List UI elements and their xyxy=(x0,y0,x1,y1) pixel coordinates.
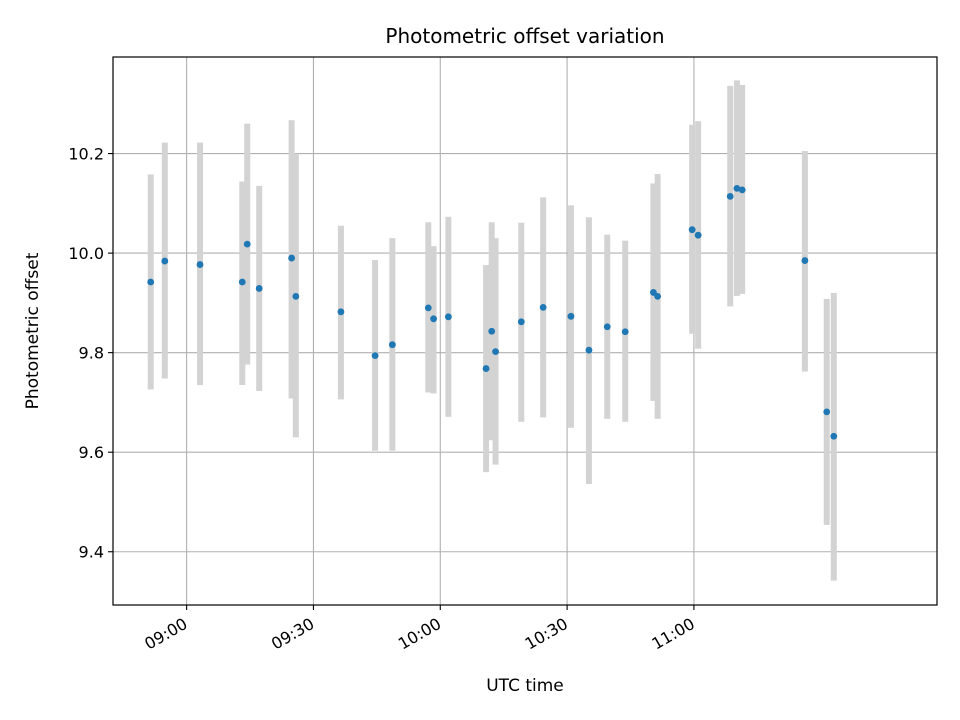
data-point xyxy=(726,192,734,200)
data-point xyxy=(567,312,575,320)
data-point xyxy=(688,226,696,234)
x-axis-label: UTC time xyxy=(486,676,564,696)
data-point xyxy=(654,293,662,300)
y-tick-label: 10.2 xyxy=(68,145,104,164)
data-point xyxy=(801,257,809,264)
data-point xyxy=(517,318,525,326)
data-point xyxy=(539,303,547,311)
y-tick-label: 9.6 xyxy=(79,443,104,462)
data-point xyxy=(482,365,490,372)
data-point xyxy=(650,289,657,296)
data-point xyxy=(337,308,345,316)
data-point xyxy=(823,408,831,416)
data-point xyxy=(371,352,379,360)
data-point xyxy=(288,254,296,262)
data-point xyxy=(292,293,300,300)
data-point xyxy=(694,231,702,239)
data-point xyxy=(388,341,396,349)
y-tick-label: 10.0 xyxy=(68,244,104,263)
data-point xyxy=(196,261,204,268)
chart-title: Photometric offset variation xyxy=(385,24,664,48)
data-points xyxy=(147,185,838,440)
data-point xyxy=(488,327,496,335)
data-point xyxy=(161,257,169,265)
y-axis-label: Photometric offset xyxy=(23,252,43,409)
plot-frame xyxy=(112,56,938,606)
y-tick-label: 9.8 xyxy=(79,344,104,363)
data-point xyxy=(243,240,251,248)
data-point xyxy=(585,346,593,354)
data-point xyxy=(430,315,437,323)
data-point xyxy=(444,313,452,321)
y-tick-label: 9.4 xyxy=(79,543,104,562)
data-point xyxy=(424,304,432,312)
data-point xyxy=(603,323,611,331)
data-point xyxy=(492,348,499,356)
data-point xyxy=(238,278,246,286)
y-axis-ticks: 9.4 9.6 9.8 10.0 10.2 xyxy=(68,145,113,562)
data-point xyxy=(255,285,263,292)
data-point xyxy=(738,186,746,194)
data-point xyxy=(147,278,155,286)
data-point xyxy=(621,328,629,336)
data-point xyxy=(733,185,741,192)
data-point xyxy=(830,432,838,440)
